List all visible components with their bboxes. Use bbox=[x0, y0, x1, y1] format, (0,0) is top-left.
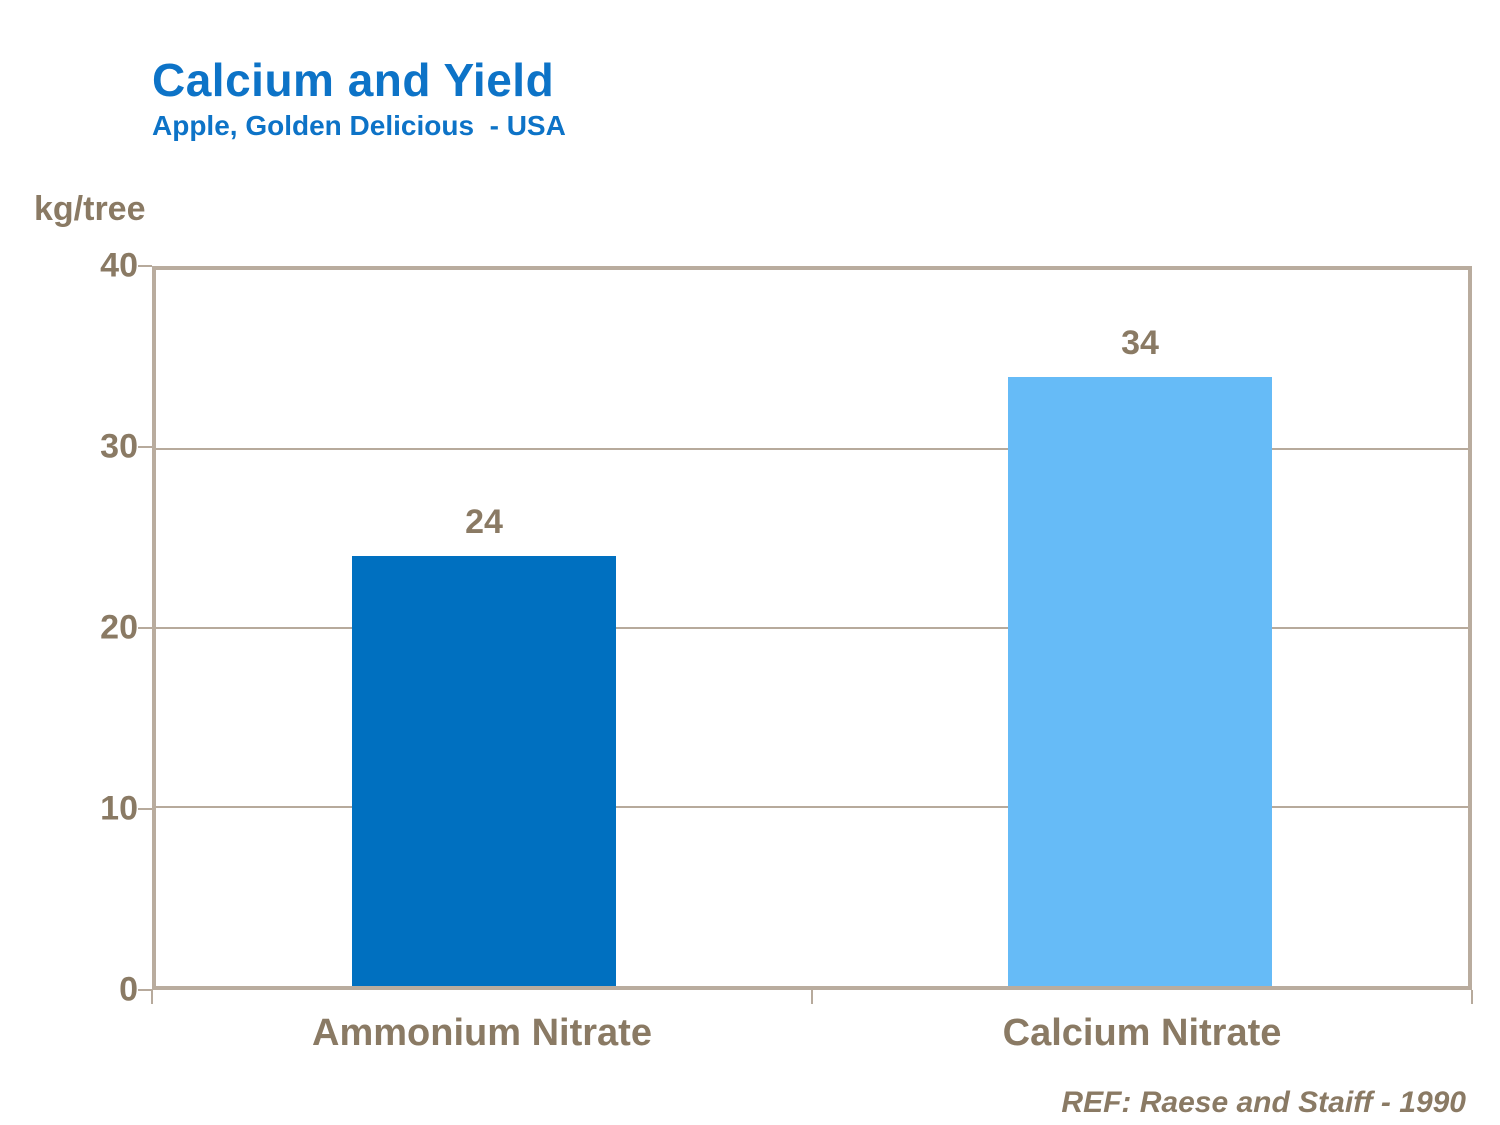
y-tick-mark-0 bbox=[138, 989, 152, 991]
gridline-y30 bbox=[156, 448, 1468, 450]
y-tick-label-40: 40 bbox=[100, 246, 138, 285]
y-tick-mark-30 bbox=[138, 446, 152, 448]
x-tick-mark-2 bbox=[1471, 990, 1473, 1004]
chart-subtitle: Apple, Golden Delicious - USA bbox=[152, 110, 566, 141]
plot-area: 24 34 bbox=[152, 266, 1472, 990]
y-tick-label-10: 10 bbox=[100, 789, 138, 828]
y-tick-label-30: 30 bbox=[100, 427, 138, 466]
y-tick-label-0: 0 bbox=[119, 970, 138, 1009]
bar-ammonium-nitrate[interactable] bbox=[352, 556, 616, 986]
chart-title: Calcium and Yield bbox=[152, 54, 555, 106]
y-tick-mark-40 bbox=[138, 265, 152, 267]
y-tick-mark-10 bbox=[138, 808, 152, 810]
bar-value-label: 24 bbox=[465, 503, 503, 542]
bar-value-label: 34 bbox=[1121, 324, 1159, 363]
gridline-y20 bbox=[156, 627, 1468, 629]
y-axis-title: kg/tree bbox=[34, 190, 146, 228]
x-category-label-ammonium-nitrate: Ammonium Nitrate bbox=[312, 1012, 652, 1054]
bar-calcium-nitrate[interactable] bbox=[1008, 377, 1272, 986]
x-tick-mark-1 bbox=[811, 990, 813, 1004]
x-tick-mark-0 bbox=[151, 990, 153, 1004]
gridline-y10 bbox=[156, 806, 1468, 808]
y-tick-label-20: 20 bbox=[100, 608, 138, 647]
bar-slot-1: 34 bbox=[812, 270, 1468, 986]
bar-slot-0: 24 bbox=[156, 270, 812, 986]
x-category-label-calcium-nitrate: Calcium Nitrate bbox=[1002, 1012, 1282, 1054]
y-tick-mark-20 bbox=[138, 627, 152, 629]
reference-note: REF: Raese and Staiff - 1990 bbox=[1061, 1086, 1466, 1119]
